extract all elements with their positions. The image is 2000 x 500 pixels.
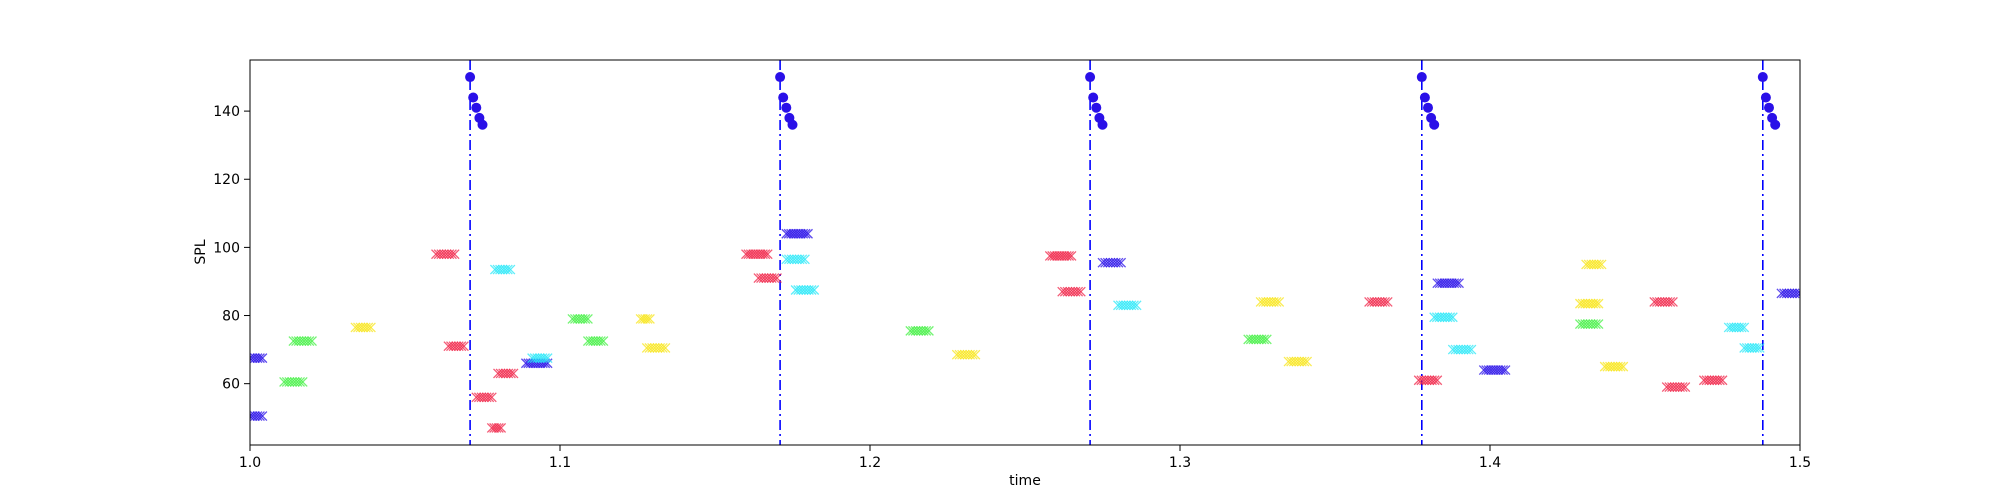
note-mark — [431, 249, 460, 260]
y-tick-label: 100 — [213, 240, 240, 256]
note-mark — [1243, 334, 1272, 345]
note-mark — [951, 349, 981, 360]
y-tick-label: 120 — [213, 172, 240, 188]
onset-dot — [787, 119, 798, 130]
note-mark — [1432, 278, 1464, 289]
onset-dot — [775, 72, 786, 83]
note-mark — [1364, 296, 1393, 307]
note-mark — [1739, 342, 1765, 353]
note-mark — [350, 322, 376, 333]
note-mark — [1413, 375, 1443, 386]
onset-dot — [1097, 119, 1108, 130]
onset-dot — [1423, 102, 1433, 113]
note-mark — [582, 336, 609, 347]
note-mark — [567, 313, 593, 324]
y-tick-label: 140 — [213, 104, 240, 120]
note-mark — [1044, 250, 1077, 261]
onset-dot — [1770, 119, 1781, 130]
note-mark — [471, 392, 497, 403]
note-mark — [1723, 322, 1750, 333]
note-mark — [493, 368, 519, 379]
onset-dots — [465, 72, 1781, 130]
x-axis-label: time — [1009, 473, 1041, 489]
note-mark — [1057, 286, 1086, 297]
onset-dot — [778, 92, 789, 103]
y-tick-label: 80 — [222, 309, 240, 325]
note-mark — [1649, 296, 1678, 307]
note-mark — [635, 313, 655, 324]
note-mark — [1097, 257, 1127, 268]
note-mark — [443, 341, 469, 352]
note-mark — [1113, 300, 1142, 311]
note-mark — [486, 423, 507, 433]
note-mark — [1776, 288, 1800, 299]
note-mark — [1255, 296, 1285, 307]
x-tick-label: 1.4 — [1479, 455, 1501, 471]
onset-dot — [1760, 92, 1771, 103]
onset-dot — [1419, 92, 1430, 103]
onset-dot — [1757, 72, 1768, 83]
note-mark — [790, 285, 820, 295]
note-mark — [1661, 382, 1691, 393]
onset-dot — [1429, 119, 1440, 130]
note-mark — [1574, 319, 1604, 330]
note-mark — [527, 353, 553, 364]
x-axis-ticks: 1.0 1.1 1.2 1.3 1.4 1.5 — [239, 445, 1811, 471]
note-mark — [250, 353, 268, 364]
note-marks — [250, 228, 1800, 433]
onset-dot — [781, 102, 792, 113]
onset-dot — [1416, 72, 1427, 83]
onset-dot — [1764, 102, 1774, 113]
note-mark — [1447, 344, 1477, 355]
onset-dot — [1088, 92, 1099, 103]
onset-dot — [1091, 102, 1102, 113]
onset-dot — [477, 119, 488, 130]
onset-dot — [465, 72, 476, 83]
x-tick-label: 1.3 — [1169, 455, 1191, 471]
note-mark — [781, 254, 810, 265]
onset-dot — [468, 92, 479, 103]
note-mark — [1698, 375, 1728, 386]
note-mark — [279, 377, 308, 387]
note-mark — [1478, 365, 1511, 376]
y-axis-label: SPL — [193, 239, 209, 264]
x-tick-label: 1.5 — [1789, 455, 1811, 471]
x-tick-label: 1.1 — [549, 455, 571, 471]
y-tick-label: 60 — [222, 377, 240, 393]
note-mark — [641, 342, 671, 353]
note-mark — [1581, 259, 1607, 270]
note-mark — [250, 411, 268, 421]
note-mark — [781, 228, 813, 239]
onset-dot — [1085, 72, 1096, 83]
plot-frame — [249, 59, 1801, 446]
note-mark — [489, 264, 516, 275]
y-axis-ticks: 60 80 100 120 140 — [213, 104, 250, 393]
onset-dot — [471, 102, 482, 113]
note-mark — [1574, 298, 1604, 309]
note-mark — [1429, 312, 1458, 323]
note-mark — [741, 249, 773, 260]
x-tick-label: 1.0 — [239, 455, 261, 471]
note-mark — [1599, 361, 1629, 372]
note-mark — [905, 325, 934, 336]
note-mark — [753, 273, 782, 284]
x-tick-label: 1.2 — [859, 455, 881, 471]
note-mark — [1283, 356, 1313, 367]
note-mark — [288, 336, 317, 347]
